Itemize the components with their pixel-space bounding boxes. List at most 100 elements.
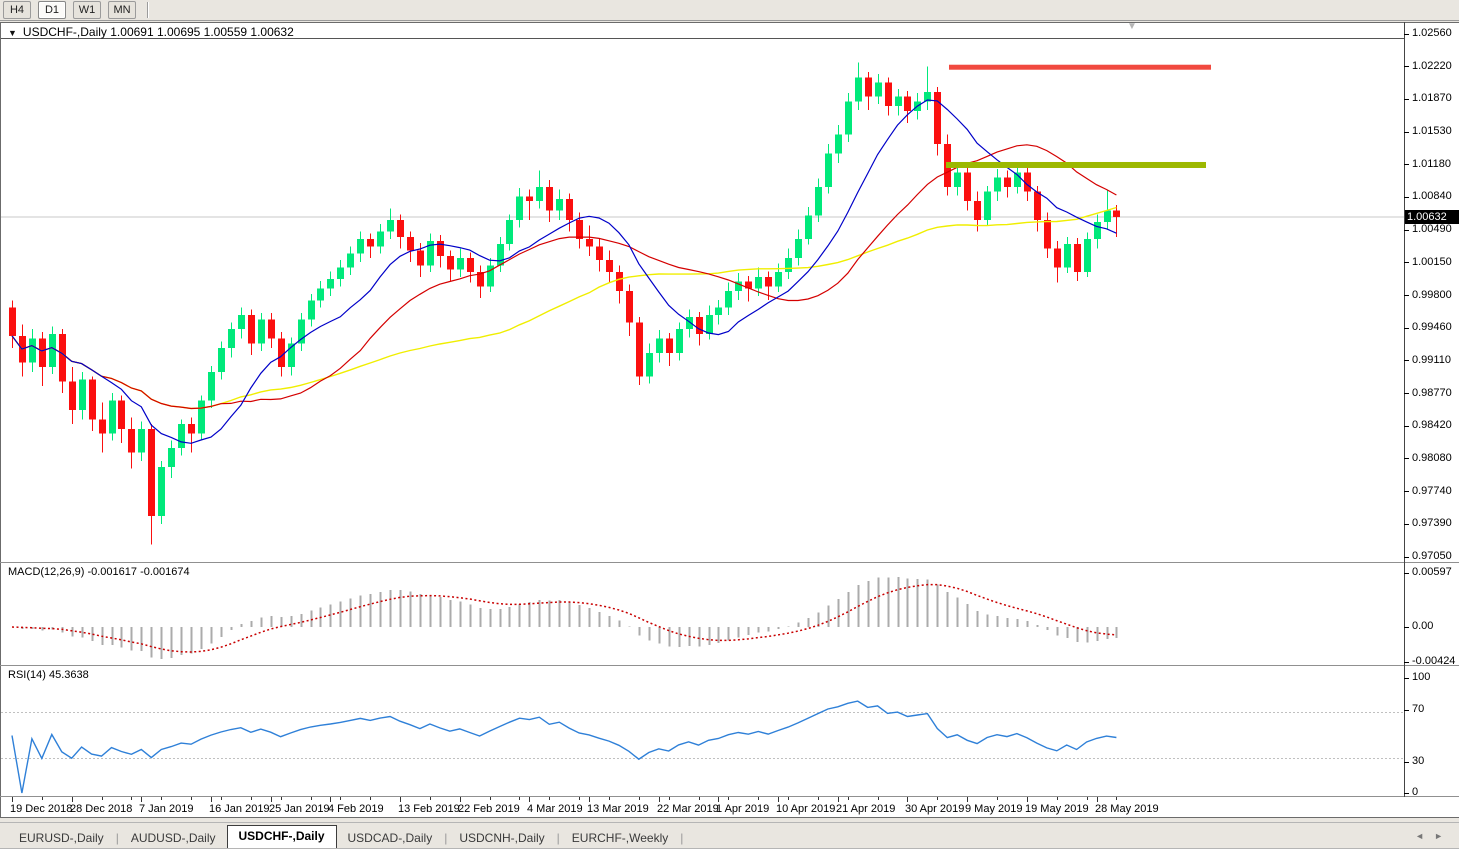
time-major-tick <box>1027 797 1028 802</box>
time-minor-tick <box>281 797 282 800</box>
time-major-tick <box>12 797 13 802</box>
time-minor-tick <box>221 797 222 800</box>
rsi-tick-label: 0 <box>1412 786 1419 798</box>
tab-audusd-daily[interactable]: AUDUSD-,Daily <box>130 831 216 845</box>
time-minor-tick <box>311 797 312 800</box>
rsi-tick-mark <box>1404 762 1409 763</box>
pane-splitter-rsi[interactable] <box>0 665 1459 666</box>
timeframe-button-h4[interactable]: H4 <box>3 1 31 19</box>
time-minor-tick <box>490 797 491 800</box>
timeframe-button-w1[interactable]: W1 <box>73 1 101 19</box>
macd-tick-label: -0.00424 <box>1412 655 1456 667</box>
date-label: 7 Jan 2019 <box>139 803 194 815</box>
tab-usdchf-daily[interactable]: USDCHF-,Daily <box>226 825 337 848</box>
time-minor-tick <box>878 797 879 800</box>
time-minor-tick <box>609 797 610 800</box>
time-minor-tick <box>997 797 998 800</box>
tab-scroll-right-icon[interactable]: ► <box>1434 831 1453 841</box>
time-minor-tick <box>1087 797 1088 800</box>
time-minor-tick <box>788 797 789 800</box>
price-tick-mark <box>1404 98 1409 100</box>
time-minor-tick <box>699 797 700 800</box>
tab-usdcad-daily[interactable]: USDCAD-,Daily <box>347 831 433 845</box>
date-label: 13 Feb 2019 <box>398 803 460 815</box>
price-pane[interactable] <box>1 22 1404 562</box>
time-minor-tick <box>669 797 670 800</box>
tab-scroll-arrows: ◄► <box>1415 831 1453 841</box>
price-tick-label: 1.00150 <box>1412 255 1452 268</box>
price-tick-label: 1.02220 <box>1412 59 1452 72</box>
date-label: 28 May 2019 <box>1095 803 1159 815</box>
tab-scroll-left-icon[interactable]: ◄ <box>1415 831 1435 841</box>
chart-shift-marker-icon[interactable]: ▼ <box>1127 21 1137 32</box>
price-tick-mark <box>1404 33 1409 35</box>
candles-layer <box>9 62 1120 545</box>
time-minor-tick <box>42 797 43 800</box>
timeframe-buttons: H4 D1 W1 MN <box>3 1 143 19</box>
price-tick-label: 0.97050 <box>1412 550 1452 563</box>
tab-usdcnh-daily[interactable]: USDCNH-,Daily <box>459 831 545 845</box>
price-tick-label: 0.97390 <box>1412 517 1452 530</box>
timeframe-toolbar: H4 D1 W1 MN <box>0 0 1459 21</box>
price-tick-label: 0.99800 <box>1412 288 1452 301</box>
price-tick-mark <box>1404 360 1409 362</box>
time-minor-tick <box>818 797 819 800</box>
mid-ma <box>11 144 1117 410</box>
price-tick-mark <box>1404 66 1409 68</box>
chart-background <box>0 22 1459 817</box>
price-scale[interactable]: 1.02560 1.02220 1.01870 1.01530 1.01180 1.008… <box>1404 22 1459 798</box>
timeframe-button-mn[interactable]: MN <box>108 1 136 19</box>
time-axis[interactable]: 19 Dec 2018 28 Dec 2018 7 Jan 2019 16 Jan 2… <box>1 797 1404 817</box>
price-tick-mark <box>1404 458 1409 460</box>
time-minor-tick <box>102 797 103 800</box>
price-tick-mark <box>1404 164 1409 166</box>
price-tick-mark <box>1404 295 1409 297</box>
time-major-tick <box>211 797 212 802</box>
chart-tabbar: EURUSD-,Daily | AUDUSD-,Daily USDCHF-,Daily… <box>0 822 1459 849</box>
window-bottom-border <box>0 817 1459 818</box>
date-label: 16 Jan 2019 <box>209 803 270 815</box>
time-minor-tick <box>758 797 759 800</box>
time-major-tick <box>460 797 461 802</box>
rsi-tick-mark <box>1404 710 1409 711</box>
macd-pane[interactable] <box>1 563 1404 665</box>
current-price-tag: 1.00632 <box>1405 210 1459 224</box>
time-major-tick <box>967 797 968 802</box>
pane-splitter-macd[interactable] <box>0 562 1459 563</box>
date-label: 21 Apr 2019 <box>836 803 896 815</box>
price-tick-label: 0.98080 <box>1412 451 1452 464</box>
date-label: 9 May 2019 <box>965 803 1023 815</box>
timeframe-button-d1[interactable]: D1 <box>38 1 66 19</box>
symbol-dropdown-icon[interactable]: ▼ <box>8 28 17 38</box>
price-tick-mark <box>1404 393 1409 395</box>
macd-tick-mark <box>1404 573 1409 574</box>
tab-separator: | <box>444 831 448 845</box>
date-label: 19 Dec 2018 <box>10 803 73 815</box>
time-major-tick <box>838 797 839 802</box>
price-tick-label: 1.02560 <box>1412 27 1452 39</box>
rsi-tick-mark <box>1404 678 1409 679</box>
price-tick-mark <box>1404 425 1409 427</box>
chart-tabs: EURUSD-,Daily | AUDUSD-,Daily USDCHF-,Daily… <box>8 825 684 848</box>
time-major-tick <box>778 797 779 802</box>
price-tick-mark <box>1404 523 1409 525</box>
time-minor-tick <box>161 797 162 800</box>
time-minor-tick <box>251 797 252 800</box>
macd-tick-mark <box>1404 662 1409 663</box>
price-tick-label: 0.99460 <box>1412 321 1452 334</box>
price-tick-label: 1.01530 <box>1412 125 1452 138</box>
macd-signal-line <box>11 583 1117 653</box>
macd-histogram <box>21 577 1118 659</box>
time-minor-tick <box>340 797 341 800</box>
rsi-pane[interactable] <box>1 666 1404 796</box>
tab-separator: | <box>556 831 560 845</box>
rsi-line <box>11 700 1117 794</box>
tab-eurusd-daily[interactable]: EURUSD-,Daily <box>19 831 104 845</box>
time-major-tick <box>529 797 530 802</box>
price-tick-label: 1.01870 <box>1412 92 1452 105</box>
price-tick-mark <box>1404 327 1409 329</box>
date-label: 28 Dec 2018 <box>70 803 133 815</box>
tab-eurchf-weekly[interactable]: EURCHF-,Weekly <box>571 831 669 845</box>
time-minor-tick <box>370 797 371 800</box>
price-tick-mark <box>1404 131 1409 133</box>
